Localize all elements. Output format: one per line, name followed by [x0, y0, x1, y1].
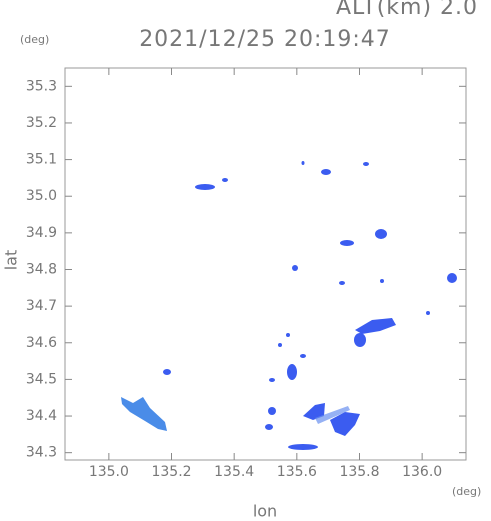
y-tick-label: 35.2: [26, 115, 57, 131]
y-tick-label: 34.4: [26, 408, 57, 424]
y-tick-label: 34.3: [26, 445, 57, 461]
chart-title: 2021/12/25 20:19:47: [139, 27, 391, 52]
x-unit: (deg): [452, 485, 481, 498]
y-tick-label: 35.3: [26, 78, 57, 94]
x-tick-label: 135.2: [151, 464, 191, 480]
y-tick-label: 34.7: [26, 298, 57, 314]
y-tick-label: 34.9: [26, 225, 57, 241]
x-axis-label: lon: [253, 502, 277, 521]
x-tick-label: 135.4: [214, 464, 254, 480]
y-tick-label: 34.5: [26, 371, 57, 387]
plot-frame: [64, 67, 467, 461]
y-axis-label: lat: [2, 250, 21, 271]
y-unit: (deg): [20, 33, 49, 46]
y-tick-label: 35.0: [26, 188, 57, 204]
radar-echoes: [121, 161, 457, 450]
y-tick-label: 34.6: [26, 335, 57, 351]
x-tick-label: 136.0: [402, 464, 442, 480]
x-tick-label: 135.8: [339, 464, 379, 480]
y-tick-label: 34.8: [26, 261, 57, 277]
x-tick-label: 135.0: [89, 464, 129, 480]
altitude-label: ALT(km) 2.0: [336, 0, 478, 20]
x-tick-label: 135.6: [277, 464, 317, 480]
y-tick-label: 35.1: [26, 152, 57, 168]
